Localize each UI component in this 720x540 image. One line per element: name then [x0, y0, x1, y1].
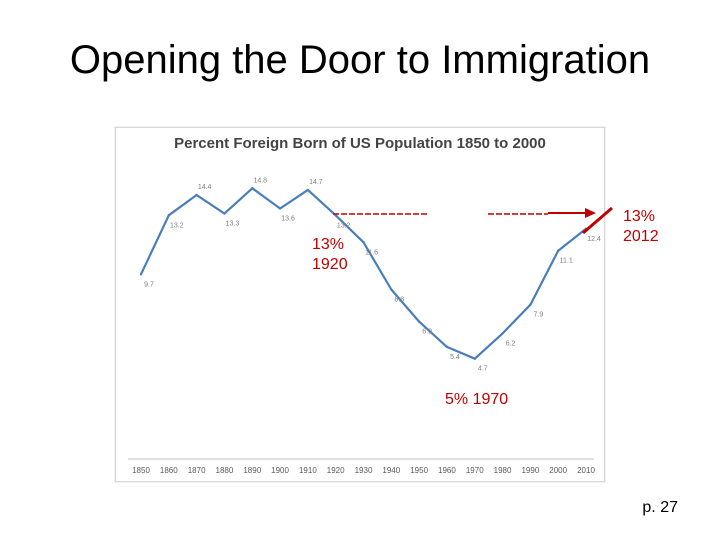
data-point	[362, 241, 365, 244]
data-label: 8.8	[394, 297, 404, 304]
data-label: 11.1	[560, 258, 573, 265]
data-point	[445, 345, 449, 349]
x-tick-label: 1910	[299, 466, 317, 475]
annotation-1920-value: 13%	[312, 236, 345, 253]
data-label: 13.3	[226, 221, 240, 228]
data-label: 13.2	[337, 222, 351, 229]
x-tick-label: 1890	[243, 466, 261, 475]
data-point	[501, 332, 504, 335]
annotation-2012-value: 13%	[623, 208, 656, 225]
x-tick-label: 2000	[549, 466, 567, 475]
annotation-1920-year: 1920	[312, 256, 348, 273]
pointer-line-2012	[582, 206, 613, 235]
data-point	[473, 357, 476, 360]
reference-arrow-head	[585, 208, 596, 218]
data-label: 6.2	[506, 340, 516, 347]
data-point	[390, 288, 393, 291]
x-tick-label: 1900	[271, 466, 289, 475]
data-point	[195, 193, 198, 197]
data-label: 6.9	[422, 329, 432, 336]
data-label: 5.4	[450, 354, 460, 361]
slide-title: Opening the Door to Immigration	[69, 38, 651, 82]
data-label: 4.7	[478, 366, 488, 373]
x-tick-label: 1930	[355, 466, 373, 475]
page-number: p. 27	[642, 499, 678, 516]
x-tick-label: 1920	[327, 466, 345, 475]
data-point	[139, 273, 143, 276]
annotation-1920: 13% 1920	[312, 235, 348, 275]
data-label: 14.4	[198, 184, 212, 191]
data-point	[278, 207, 282, 210]
data-label: 9.7	[144, 281, 154, 288]
annotation-1970: 5% 1970	[445, 391, 509, 408]
data-point	[417, 320, 421, 323]
data-label: 12.4	[587, 236, 601, 243]
x-tick-label: 1950	[410, 466, 428, 475]
x-tick-label: 1970	[466, 466, 484, 475]
x-tick-label: 2010	[577, 466, 595, 475]
annotation-2012: 13% 2012	[623, 207, 659, 247]
x-tick-label: 1850	[132, 466, 150, 475]
chart-title: Percent Foreign Born of US Population 18…	[174, 135, 546, 152]
x-tick-label: 1960	[438, 466, 456, 475]
x-tick-label: 1980	[494, 466, 512, 475]
x-tick-label: 1880	[216, 466, 234, 475]
data-point	[529, 303, 532, 306]
data-label: 11.6	[365, 249, 378, 256]
data-label: 14.8	[253, 177, 267, 184]
x-tick-label: 1860	[160, 466, 178, 475]
data-point	[251, 187, 254, 190]
data-point	[167, 214, 171, 217]
x-tick-label: 1990	[521, 466, 539, 475]
annotation-2012-year: 2012	[623, 228, 659, 245]
data-label: 14.7	[309, 179, 323, 186]
data-point	[306, 188, 310, 192]
data-point	[556, 249, 560, 252]
data-point	[223, 212, 226, 215]
x-tick-label: 1940	[382, 466, 400, 475]
data-label: 13.6	[281, 216, 295, 223]
chart-frame: Percent Foreign Born of US Population 18…	[115, 127, 605, 482]
line-chart: 1850 1860 1870 1880 1890 1900 1910 1920 1930 1940…	[128, 177, 601, 475]
data-label: 13.2	[170, 222, 184, 229]
x-tick-label: 1870	[188, 466, 206, 475]
data-label: 7.9	[534, 312, 544, 319]
